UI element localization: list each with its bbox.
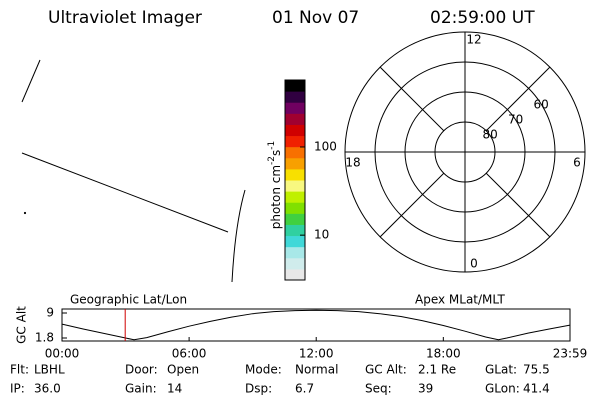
panel-label: Geographic Lat/Lon — [70, 293, 187, 307]
polar-mlt-label: 12 — [466, 33, 481, 47]
map-line — [21, 59, 41, 103]
panel-label: Apex MLat/MLT — [415, 293, 505, 307]
polar-ring-label: 80 — [483, 128, 498, 142]
label-part: -1 — [267, 141, 277, 150]
colorbar-step — [285, 80, 305, 92]
time: 02:59:00 UT — [430, 8, 535, 28]
colorbar-step — [285, 224, 305, 237]
info-label: Gain: — [125, 382, 157, 396]
colorbar-step — [285, 180, 305, 192]
info-label: GLat: — [485, 363, 517, 377]
colorbar-step — [285, 268, 305, 281]
info-value: 41.4 — [523, 382, 550, 396]
colorbar-step — [285, 191, 305, 203]
map-line — [231, 189, 246, 283]
info-label: GC Alt: — [365, 363, 407, 377]
info-label: Seq: — [365, 382, 392, 396]
polar-mlt-label: 18 — [345, 156, 360, 170]
panel-frame — [61, 308, 571, 342]
colorbar-step — [285, 124, 305, 137]
colorbar-frame — [284, 79, 306, 281]
info-value: 39 — [418, 382, 433, 396]
date: 01 Nov 07 — [272, 8, 359, 28]
info-label: Flt: — [10, 363, 29, 377]
title: Ultraviolet Imager — [48, 8, 202, 28]
colorbar-step — [285, 202, 305, 214]
polar-diagonal — [379, 172, 445, 238]
label-part: s — [269, 150, 283, 156]
colorbar-tick-label: 10 — [314, 228, 329, 242]
info-label: GLon: — [485, 382, 520, 396]
polar-diagonal — [379, 66, 445, 132]
colorbar-step — [285, 257, 305, 270]
colorbar-step — [285, 146, 305, 159]
colorbar-step — [285, 102, 305, 114]
polar-mlt-label: 0 — [470, 257, 478, 271]
polar-mlt-label: 6 — [573, 156, 581, 170]
info-value: 36.0 — [34, 382, 61, 396]
colorbar-step — [285, 168, 305, 181]
colorbar-step — [285, 246, 305, 259]
polar-diagonal — [485, 66, 551, 132]
y-tick-label: 1.8 — [35, 331, 54, 345]
x-tick-label: 18:00 — [426, 347, 461, 361]
colorbar-step — [285, 113, 305, 125]
colorbar-label: photon cm-2s-1 — [267, 141, 283, 230]
polar-diagonal — [485, 172, 551, 238]
x-tick-label: 23:59 — [553, 347, 588, 361]
x-tick-label: 12:00 — [299, 347, 334, 361]
info-label: Mode: — [245, 363, 282, 377]
info-value: Normal — [295, 363, 338, 377]
colorbar-step — [285, 91, 305, 103]
info-label: IP: — [10, 382, 25, 396]
info-label: Dsp: — [245, 382, 272, 396]
map-dot — [23, 211, 27, 215]
info-value: Open — [167, 363, 199, 377]
colorbar-step — [285, 135, 305, 148]
info-value: 14 — [167, 382, 182, 396]
colorbar-step — [285, 235, 305, 248]
colorbar-step — [285, 157, 305, 170]
info-value: 6.7 — [295, 382, 314, 396]
x-tick-label: 06:00 — [172, 347, 207, 361]
colorbar-tick-label: 100 — [314, 139, 337, 153]
x-tick-label: 00:00 — [45, 347, 80, 361]
info-label: Door: — [125, 363, 158, 377]
info-value: 75.5 — [523, 363, 550, 377]
info-value: LBHL — [34, 363, 65, 377]
polar-ring-label: 70 — [508, 113, 523, 127]
label-part: photon cm — [269, 165, 283, 229]
info-value: 2.1 Re — [418, 363, 456, 377]
altitude-line — [61, 309, 571, 341]
polar-ring-label: 60 — [534, 98, 549, 112]
y-tick-label: 9 — [46, 305, 54, 319]
colorbar-step — [285, 213, 305, 225]
y-axis-label: GC Alt — [15, 306, 29, 344]
map-line — [21, 152, 229, 233]
label-part: -2 — [267, 156, 277, 165]
